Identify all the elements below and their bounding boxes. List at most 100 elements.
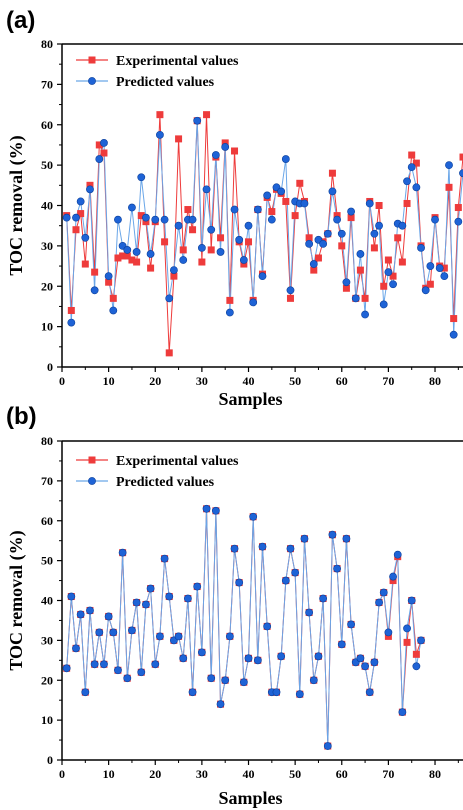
legend: Experimental values Predicted values: [76, 54, 239, 90]
marker-experimental: [123, 252, 131, 260]
marker-experimental: [310, 266, 318, 274]
marker-experimental: [245, 238, 253, 246]
x-tick-label: 30: [196, 767, 208, 781]
y-tick-label: 30: [41, 633, 53, 647]
marker-experimental: [198, 258, 206, 266]
marker-predicted: [342, 278, 351, 287]
marker-predicted: [263, 191, 272, 200]
x-tick-label: 80: [429, 767, 441, 781]
marker-predicted: [86, 606, 94, 615]
marker-experimental: [133, 258, 141, 266]
y-tick-label: 20: [41, 673, 53, 687]
y-tick-label: 20: [41, 279, 53, 293]
legend-label-experimental: Experimental values: [116, 454, 239, 469]
marker-experimental: [207, 246, 215, 254]
marker-experimental: [217, 234, 225, 242]
marker-experimental: [459, 153, 463, 161]
marker-predicted: [193, 582, 202, 591]
marker-experimental: [454, 204, 462, 212]
marker-predicted: [230, 205, 239, 214]
marker-predicted: [323, 229, 332, 238]
marker-predicted: [151, 215, 160, 224]
marker-predicted: [267, 215, 276, 224]
marker-predicted: [156, 632, 164, 641]
marker-predicted: [225, 308, 234, 317]
marker-predicted: [249, 298, 258, 307]
marker-predicted: [337, 640, 346, 649]
marker-predicted: [309, 676, 318, 685]
x-tick-label: 50: [289, 767, 301, 781]
marker-predicted: [295, 690, 304, 699]
marker-predicted: [202, 185, 211, 194]
marker-experimental: [384, 256, 392, 264]
marker-predicted: [403, 177, 411, 186]
marker-predicted: [384, 268, 393, 277]
marker-experimental: [394, 234, 402, 242]
marker-experimental: [114, 254, 122, 262]
marker-predicted: [277, 187, 286, 196]
marker-experimental: [389, 577, 397, 585]
plot-area: [62, 504, 425, 750]
marker-predicted: [128, 626, 136, 635]
marker-predicted: [370, 229, 379, 238]
x-tick-label: 10: [103, 374, 115, 388]
x-tick-label: 70: [382, 374, 394, 388]
marker-predicted: [128, 203, 136, 212]
marker-experimental: [338, 242, 346, 250]
marker-predicted: [100, 139, 108, 147]
marker-predicted: [398, 708, 407, 717]
marker-predicted: [291, 568, 300, 577]
marker-experimental: [412, 159, 420, 167]
marker-predicted: [179, 654, 188, 663]
marker-experimental: [81, 260, 89, 268]
y-tick-label: 60: [41, 118, 53, 132]
marker-predicted: [72, 644, 80, 653]
marker-predicted: [183, 594, 192, 603]
marker-predicted: [132, 248, 141, 256]
marker-predicted: [100, 660, 108, 669]
marker-predicted: [347, 207, 355, 216]
marker-predicted: [95, 155, 104, 163]
marker-experimental: [412, 650, 420, 658]
marker-experimental: [175, 135, 183, 143]
marker-predicted: [379, 300, 388, 309]
marker-predicted: [412, 183, 421, 192]
panel-label: (a): [6, 7, 35, 34]
marker-predicted: [244, 221, 253, 230]
marker-predicted: [333, 564, 342, 573]
marker-predicted: [431, 215, 439, 224]
marker-experimental: [305, 234, 313, 242]
marker-predicted: [375, 598, 383, 607]
y-tick-label: 80: [41, 434, 53, 448]
marker-predicted: [253, 205, 262, 214]
marker-predicted: [109, 306, 118, 315]
marker-predicted: [342, 534, 351, 543]
marker-predicted: [319, 594, 328, 603]
marker-experimental: [408, 151, 416, 159]
marker-predicted: [435, 264, 444, 272]
x-tick-label: 30: [196, 374, 208, 388]
y-axis-label: TOC removal (%): [6, 135, 27, 275]
marker-experimental: [356, 266, 364, 274]
marker-predicted: [323, 742, 332, 750]
marker-experimental: [370, 244, 378, 252]
marker-experimental: [137, 212, 145, 220]
x-axis-label: Samples: [218, 788, 282, 808]
marker-experimental: [296, 179, 304, 187]
marker-predicted: [379, 588, 388, 597]
marker-predicted: [207, 674, 216, 683]
marker-predicted: [351, 294, 360, 303]
marker-predicted: [407, 596, 416, 605]
series-line-predicted: [66, 508, 422, 747]
marker-experimental: [156, 111, 164, 119]
marker-predicted: [165, 592, 174, 601]
y-tick-label: 50: [41, 554, 53, 568]
marker-predicted: [244, 654, 253, 663]
marker-experimental: [291, 212, 299, 220]
marker-predicted: [370, 658, 379, 667]
marker-predicted: [239, 256, 248, 264]
marker-experimental: [161, 238, 169, 246]
marker-predicted: [146, 250, 155, 258]
marker-predicted: [239, 678, 248, 687]
legend-label-predicted: Predicted values: [116, 75, 215, 90]
